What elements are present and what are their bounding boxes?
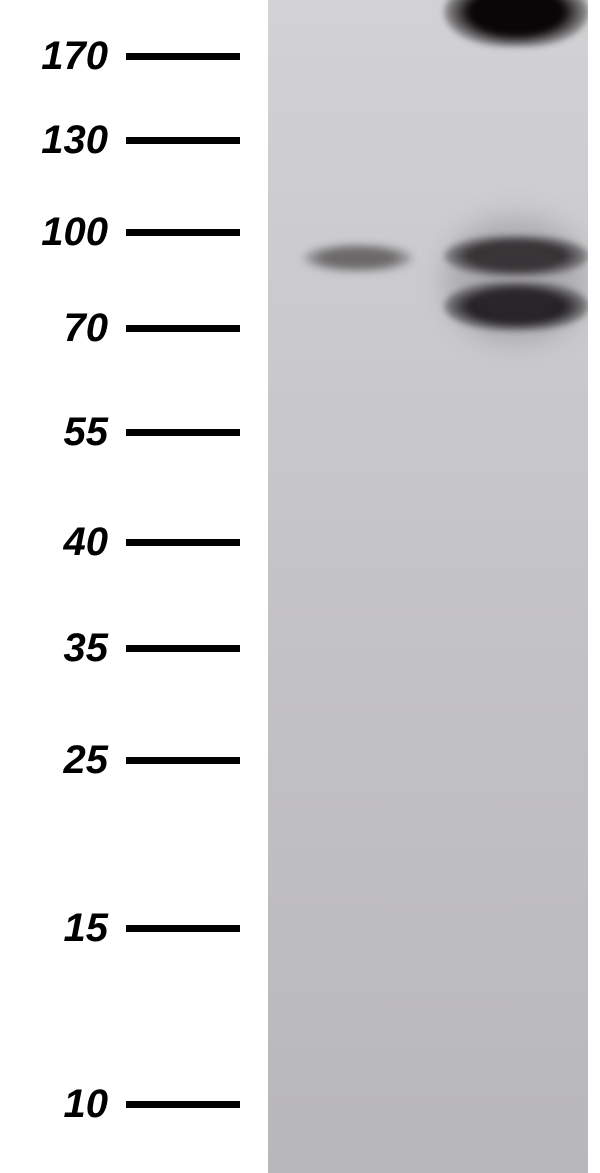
band-lane2-halo	[436, 210, 588, 350]
band-lane2-well-top	[444, 0, 589, 47]
mw-tick-55	[126, 429, 240, 436]
mw-tick-15	[126, 925, 240, 932]
blot-background	[268, 0, 588, 1173]
mw-label-55: 55	[64, 412, 109, 452]
mw-tick-35	[126, 645, 240, 652]
mw-tick-25	[126, 757, 240, 764]
mw-label-100: 100	[41, 212, 108, 252]
mw-label-40: 40	[64, 522, 109, 562]
western-blot-figure: 170 130 100 70 55 40 35 25 15 10	[0, 0, 600, 1173]
mw-label-15: 15	[64, 908, 109, 948]
mw-label-10: 10	[64, 1084, 109, 1124]
mw-tick-130	[126, 137, 240, 144]
mw-tick-100	[126, 229, 240, 236]
mw-label-170: 170	[41, 36, 108, 76]
mw-tick-10	[126, 1101, 240, 1108]
mw-label-70: 70	[64, 308, 109, 348]
band-lane1-90kda	[303, 244, 413, 272]
mw-tick-40	[126, 539, 240, 546]
mw-label-35: 35	[64, 628, 109, 668]
mw-label-130: 130	[41, 120, 108, 160]
mw-label-25: 25	[64, 740, 109, 780]
mw-tick-170	[126, 53, 240, 60]
mw-tick-70	[126, 325, 240, 332]
blot-membrane	[268, 0, 588, 1173]
